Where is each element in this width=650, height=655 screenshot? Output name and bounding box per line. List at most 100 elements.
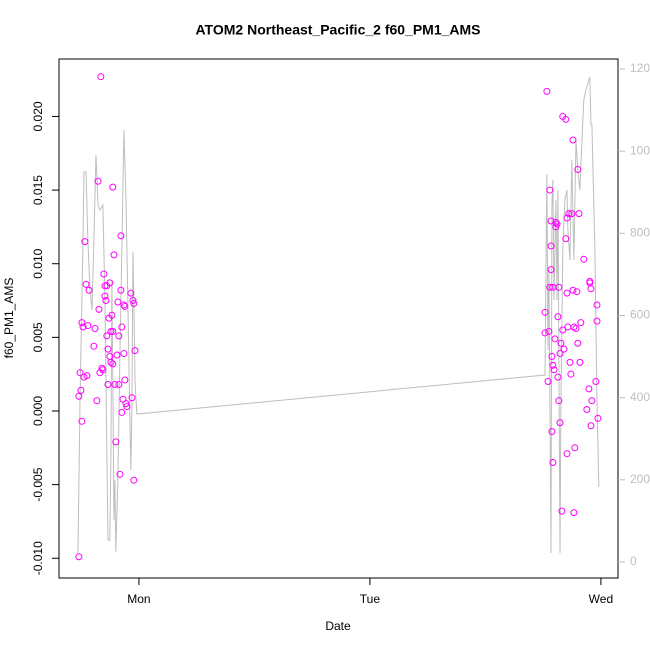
point <box>555 397 563 405</box>
y-tick-label: -0.005 <box>31 467 45 501</box>
x-tick-label: Wed <box>589 592 613 606</box>
point <box>571 444 579 452</box>
point <box>563 450 571 458</box>
point <box>127 289 135 297</box>
point <box>108 311 116 319</box>
point <box>111 380 119 388</box>
point <box>592 378 600 386</box>
point <box>104 345 112 353</box>
point <box>121 302 129 310</box>
point <box>81 238 89 246</box>
y-tick-label: 0.010 <box>31 248 45 278</box>
point <box>91 325 99 333</box>
point <box>95 305 103 313</box>
point <box>588 397 596 405</box>
point <box>585 385 593 393</box>
point <box>557 339 565 347</box>
point <box>547 217 555 225</box>
point <box>120 350 128 358</box>
point <box>109 360 117 368</box>
point <box>107 327 115 335</box>
point <box>562 115 570 123</box>
point <box>548 352 556 360</box>
point <box>556 419 564 427</box>
point <box>130 299 138 307</box>
point <box>577 319 585 327</box>
point <box>587 422 595 430</box>
point <box>570 323 578 331</box>
point <box>574 339 582 347</box>
point <box>569 286 577 294</box>
point <box>563 289 571 297</box>
y2-tick-label: 8000 <box>630 226 650 240</box>
point <box>563 214 571 222</box>
y2-tick-label: 10000 <box>630 143 650 157</box>
point <box>78 319 86 327</box>
point <box>77 386 85 394</box>
point <box>594 414 602 422</box>
point <box>587 285 595 293</box>
point <box>545 327 553 335</box>
point <box>79 323 87 331</box>
point <box>106 279 114 287</box>
point <box>118 323 126 331</box>
point <box>593 317 601 325</box>
y-tick-label: -0.010 <box>31 541 45 575</box>
point <box>569 136 577 144</box>
point <box>93 397 101 405</box>
point <box>78 417 86 425</box>
point <box>574 165 582 173</box>
x-tick-label: Tue <box>360 592 381 606</box>
y2-tick-label: 2000 <box>630 472 650 486</box>
point <box>115 332 123 340</box>
y2-tick-label: 0 <box>630 554 637 568</box>
point <box>567 370 575 378</box>
point <box>83 372 91 380</box>
point <box>555 283 563 291</box>
point <box>546 283 554 291</box>
point <box>100 270 108 278</box>
point <box>85 286 93 294</box>
point <box>101 292 109 300</box>
point <box>547 242 555 250</box>
y-axis-label: f60_PM1_AMS <box>2 278 16 359</box>
x-axis-label: Date <box>325 619 351 633</box>
point <box>546 186 554 194</box>
point <box>110 251 118 259</box>
point <box>123 403 131 411</box>
point <box>560 345 568 353</box>
point <box>112 438 120 446</box>
point <box>75 553 83 561</box>
point <box>119 395 127 403</box>
point <box>121 376 129 384</box>
y2-tick-label: 12000 <box>630 61 650 75</box>
point <box>90 342 98 350</box>
point <box>554 373 562 381</box>
point <box>564 323 572 331</box>
point <box>541 308 549 316</box>
point <box>129 297 137 305</box>
point <box>559 326 567 334</box>
point <box>117 232 125 240</box>
point <box>122 400 130 408</box>
point <box>131 347 139 355</box>
point <box>549 459 557 467</box>
point <box>120 301 128 309</box>
point <box>94 177 102 185</box>
point <box>109 327 117 335</box>
point <box>118 408 126 416</box>
point <box>82 280 90 288</box>
point <box>570 509 578 517</box>
point <box>566 358 574 366</box>
chart-title: ATOM2 Northeast_Pacific_2 f60_PM1_AMS <box>195 22 480 38</box>
point <box>565 210 573 218</box>
point <box>75 392 83 400</box>
point <box>99 366 107 374</box>
point <box>103 332 111 340</box>
y-tick-label: 0.005 <box>31 322 45 352</box>
point <box>543 87 551 95</box>
point <box>113 351 121 359</box>
point <box>84 322 92 330</box>
